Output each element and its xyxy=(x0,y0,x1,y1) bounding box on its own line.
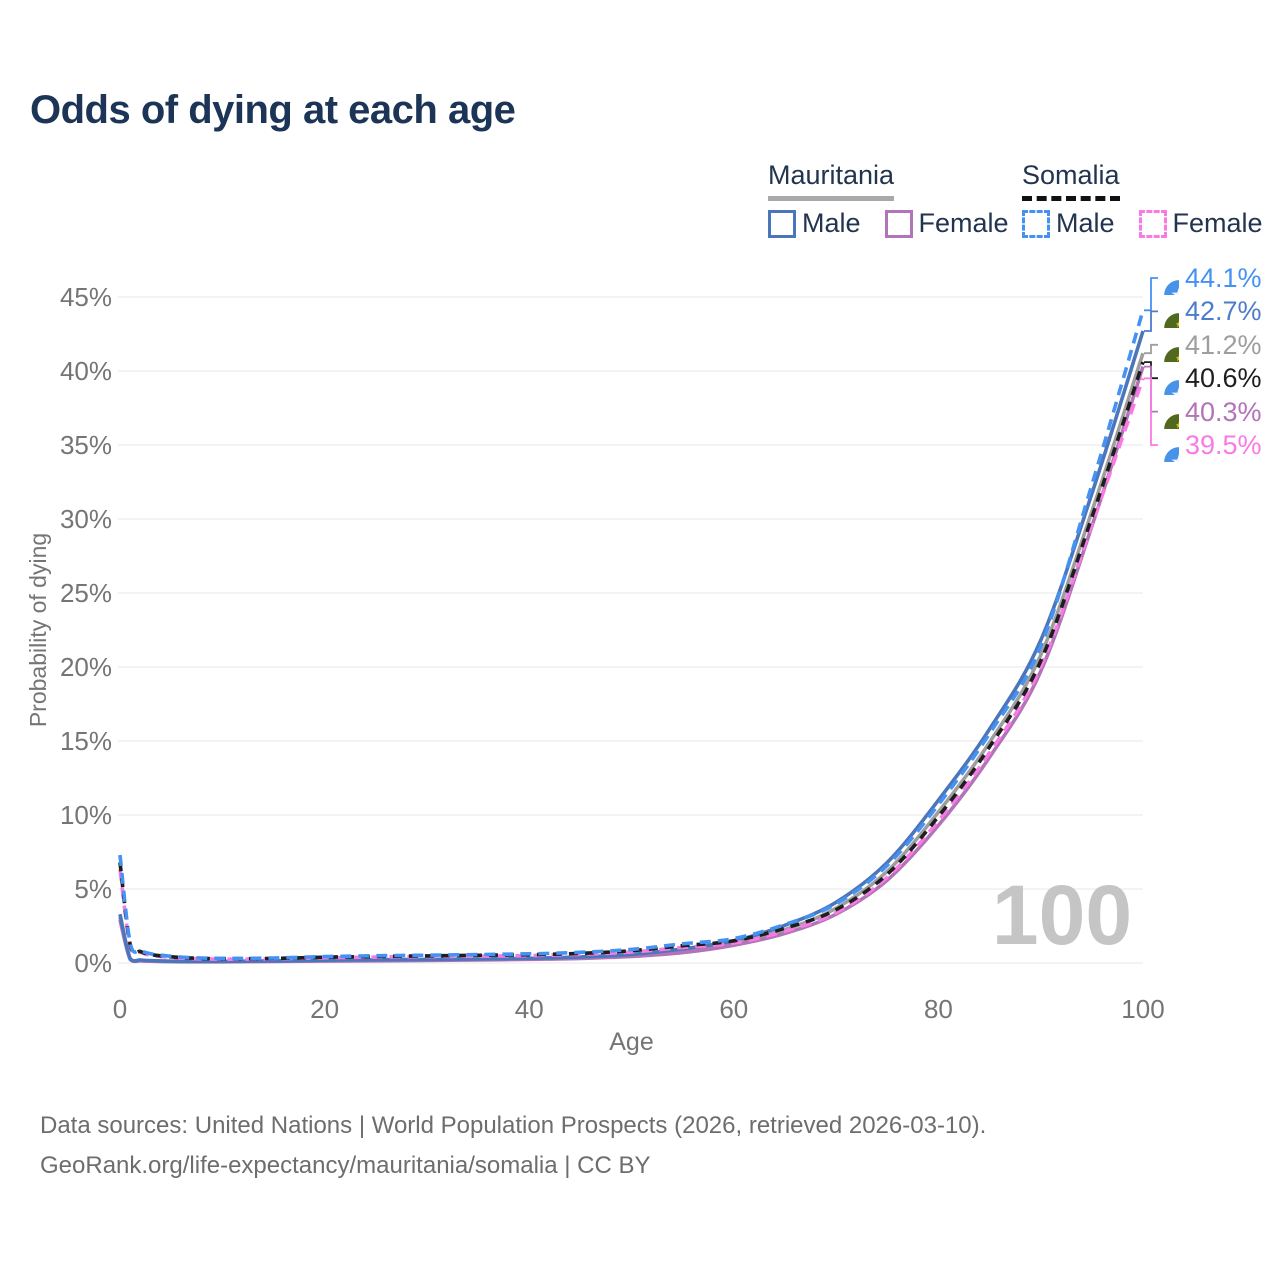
svg-text:10%: 10% xyxy=(60,800,112,830)
legend-country-somalia[interactable]: Somalia xyxy=(1022,160,1120,201)
footer: Data sources: United Nations | World Pop… xyxy=(40,1106,986,1186)
svg-text:0%: 0% xyxy=(74,948,112,978)
end-label-value: 39.5% xyxy=(1185,429,1262,460)
svg-text:40%: 40% xyxy=(60,356,112,386)
series-line-mauritania-male xyxy=(118,330,1145,964)
legend-label: Male xyxy=(1056,208,1115,238)
end-label-value: 40.6% xyxy=(1185,362,1262,393)
somalia-female-swatch xyxy=(1138,209,1167,238)
legend-item-mauritania-female[interactable]: Female xyxy=(884,208,1009,239)
attribution-line: GeoRank.org/life-expectancy/mauritania/s… xyxy=(40,1152,651,1179)
svg-text:100: 100 xyxy=(992,868,1132,962)
end-label-somalia-both: 40.6% xyxy=(1146,361,1262,395)
legend-label: Male xyxy=(802,208,861,238)
somalia-flag-icon xyxy=(1146,362,1179,395)
legend-country-mauritania[interactable]: Mauritania xyxy=(768,160,895,201)
legend-group-mauritania: Mauritania Male Female xyxy=(768,160,1009,239)
legend-group-somalia: Somalia Male Female xyxy=(1022,160,1263,239)
svg-text:30%: 30% xyxy=(60,504,112,534)
end-label-value: 41.2% xyxy=(1185,329,1262,360)
svg-text:0: 0 xyxy=(113,994,127,1024)
svg-text:5%: 5% xyxy=(74,874,112,904)
label-connectors xyxy=(1144,277,1158,446)
somalia-flag-icon xyxy=(1146,429,1179,462)
svg-text:80: 80 xyxy=(924,994,953,1024)
somalia-flag-icon xyxy=(1146,262,1179,295)
mauritania-male-swatch xyxy=(768,209,796,238)
legend-label: Female xyxy=(1172,208,1263,238)
axis-labels: 0% 5% 10% 15% 20% 25% 30% 35% 40% 45% 0 20 40 60 80 100… xyxy=(25,282,1165,1056)
end-label-mauritania-both: 41.2% xyxy=(1146,328,1262,362)
svg-text:100: 100 xyxy=(1121,994,1164,1024)
mauritania-flag-icon xyxy=(1146,295,1179,328)
mauritania-flag-icon xyxy=(1146,396,1179,429)
legend-item-somalia-female[interactable]: Female xyxy=(1138,208,1263,239)
end-label-somalia-male: 44.1% xyxy=(1146,261,1262,295)
data-series-lines[interactable] xyxy=(118,309,1145,964)
end-label-mauritania-female: 40.3% xyxy=(1146,395,1262,429)
legend-label: Female xyxy=(918,208,1009,238)
svg-text:Probability of dying: Probability of dying xyxy=(25,533,51,727)
svg-text:Age: Age xyxy=(609,1028,653,1056)
svg-text:40: 40 xyxy=(515,994,544,1024)
series-line-mauritania-female xyxy=(118,366,1145,964)
svg-text:60: 60 xyxy=(719,994,748,1024)
svg-text:25%: 25% xyxy=(60,578,112,608)
mauritania-female-swatch xyxy=(884,209,913,238)
svg-text:20: 20 xyxy=(310,994,339,1024)
series-line-somalia-male xyxy=(118,309,1145,961)
end-label-value: 44.1% xyxy=(1185,262,1262,293)
end-label-value: 42.7% xyxy=(1185,295,1262,326)
series-line-somalia-female xyxy=(118,377,1145,962)
svg-text:20%: 20% xyxy=(60,652,112,682)
end-label-mauritania-male: 42.7% xyxy=(1146,294,1262,328)
end-label-somalia-female: 39.5% xyxy=(1146,428,1262,462)
svg-text:15%: 15% xyxy=(60,726,112,756)
gridlines xyxy=(118,296,1143,964)
svg-text:35%: 35% xyxy=(60,430,112,460)
mauritania-flag-icon xyxy=(1146,329,1179,362)
data-source-line: Data sources: United Nations | World Pop… xyxy=(40,1112,987,1139)
watermark: 100 xyxy=(992,868,1132,962)
page-title: Odds of dying at each age xyxy=(30,88,516,132)
svg-text:45%: 45% xyxy=(60,282,112,312)
legend-item-somalia-male[interactable]: Male xyxy=(1022,208,1115,239)
end-label-value: 40.3% xyxy=(1185,396,1262,427)
series-line-somalia-both xyxy=(118,361,1145,961)
legend-item-mauritania-male[interactable]: Male xyxy=(768,208,861,239)
somalia-male-swatch xyxy=(1022,209,1050,238)
